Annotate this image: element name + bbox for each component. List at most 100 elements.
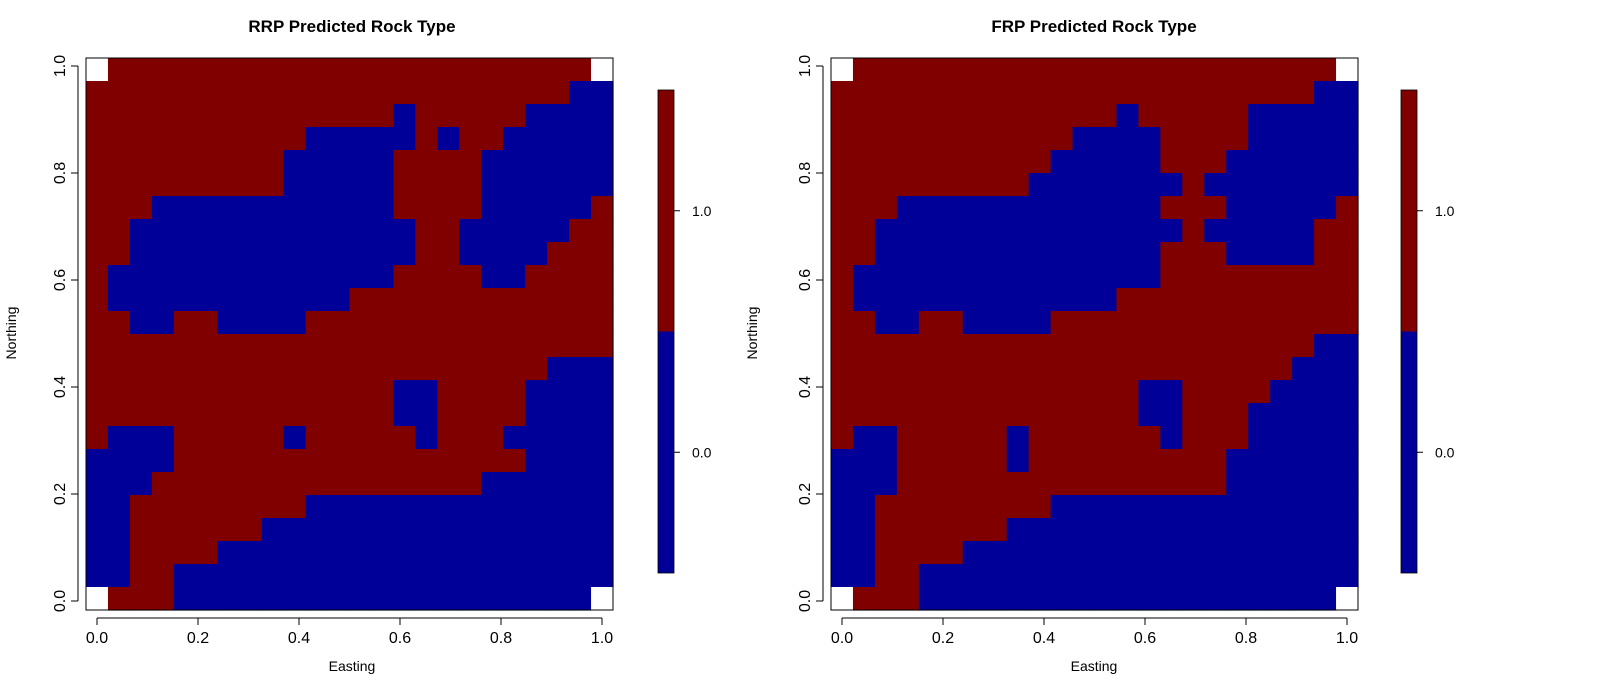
frp-heatmap-cell (1028, 403, 1052, 427)
rrp-heatmap-cell (173, 541, 197, 565)
frp-heatmap-cell (1094, 495, 1118, 519)
rrp-heatmap-cell (305, 196, 329, 220)
frp-heatmap-cell (1292, 541, 1315, 565)
frp-heatmap-cell (1028, 265, 1052, 289)
rrp-heatmap-cell (569, 150, 592, 174)
rrp-heatmap-cell (459, 472, 482, 496)
rrp-heatmap-cell (151, 518, 175, 542)
frp-heatmap-cell (1050, 380, 1074, 404)
frp-heatmap-cell (1292, 357, 1315, 381)
rrp-heatmap-cell (569, 288, 592, 312)
frp-heatmap-cell (1116, 150, 1140, 174)
rrp-heatmap-cell (481, 564, 504, 588)
rrp-heatmap-cell (415, 127, 438, 151)
rrp-heatmap-cell (173, 58, 197, 82)
rrp-heatmap-cell (327, 104, 351, 128)
rrp-heatmap-cell (503, 495, 526, 519)
rrp-heatmap-cell (569, 587, 592, 611)
rrp-heatmap-cell (459, 334, 482, 358)
rrp-heatmap-cell (393, 403, 416, 427)
rrp-heatmap-cell (393, 564, 416, 588)
frp-heatmap-cell (1138, 495, 1161, 519)
rrp-heatmap-cell (151, 426, 175, 450)
rrp-heatmap-cell (283, 58, 307, 82)
frp-heatmap-cell (940, 196, 964, 220)
frp-heatmap-cell (1028, 518, 1052, 542)
frp-heatmap-cell (1116, 380, 1140, 404)
frp-heatmap-cell (1116, 334, 1140, 358)
rrp-heatmap-cell (371, 334, 395, 358)
rrp-heatmap-cell (327, 472, 351, 496)
rrp-heatmap-cell (195, 127, 219, 151)
frp-heatmap-cell (1270, 380, 1293, 404)
frp-heatmap-cell (1248, 311, 1271, 335)
frp-heatmap-cell (940, 564, 964, 588)
frp-heatmap-cell (1138, 426, 1161, 450)
rrp-heatmap-cell (481, 81, 504, 105)
rrp-heatmap-cell (86, 288, 109, 312)
frp-heatmap-cell (1050, 127, 1074, 151)
rrp-heatmap-cell (195, 449, 219, 473)
frp-heatmap-cell (1006, 196, 1030, 220)
frp-heatmap-cell (1094, 564, 1118, 588)
frp-heatmap-cell (1292, 518, 1315, 542)
rrp-heatmap-cell (283, 380, 307, 404)
rrp-heatmap-cell (107, 104, 131, 128)
rrp-heatmap-cell (569, 127, 592, 151)
rrp-heatmap-cell (393, 472, 416, 496)
rrp-heatmap-cell (151, 58, 175, 82)
frp-heatmap-cell (1094, 58, 1118, 82)
frp-heatmap-cell (896, 403, 920, 427)
frp-heatmap-cell (962, 472, 986, 496)
rrp-heatmap-cell (349, 219, 373, 243)
frp-heatmap-cell (984, 449, 1008, 473)
rrp-heatmap-cell (569, 104, 592, 128)
rrp-heatmap-cell (591, 426, 614, 450)
rrp-y-tick-label: 0.6 (52, 269, 69, 291)
rrp-heatmap-cell (283, 472, 307, 496)
rrp-heatmap-cell (393, 449, 416, 473)
frp-heatmap-cell (1072, 495, 1096, 519)
rrp-heatmap-cell (371, 357, 395, 381)
frp-heatmap-cell (1314, 587, 1337, 611)
rrp-heatmap-cell (217, 104, 241, 128)
rrp-heatmap-cell (503, 357, 526, 381)
frp-heatmap-cell (1226, 242, 1249, 266)
frp-heatmap-cell (1116, 518, 1140, 542)
rrp-heatmap-cell (129, 541, 153, 565)
frp-heatmap-cell (874, 518, 898, 542)
frp-heatmap-cell (984, 104, 1008, 128)
frp-heatmap-cell (918, 288, 942, 312)
rrp-heatmap-cell (217, 472, 241, 496)
frp-heatmap-cell (1270, 357, 1293, 381)
frp-heatmap-cell (1006, 311, 1030, 335)
frp-heatmap-cell (896, 219, 920, 243)
rrp-heatmap-cell (503, 426, 526, 450)
frp-heatmap-cell (1116, 311, 1140, 335)
frp-heatmap-cell (940, 265, 964, 289)
rrp-heatmap-cell (239, 173, 263, 197)
rrp-heatmap-cell (195, 242, 219, 266)
rrp-legend-tick-label: 1.0 (692, 203, 712, 219)
frp-heatmap-cell (1248, 564, 1271, 588)
rrp-heatmap-cell (173, 265, 197, 289)
frp-heatmap-cell (984, 58, 1008, 82)
rrp-heatmap-cell (547, 403, 570, 427)
rrp-heatmap-cell (173, 219, 197, 243)
frp-heatmap-cell (1226, 58, 1249, 82)
rrp-heatmap-cell (393, 58, 416, 82)
frp-heatmap-cell (918, 104, 942, 128)
rrp-heatmap-cell (547, 495, 570, 519)
rrp-heatmap-cell (195, 81, 219, 105)
frp-heatmap-cell (1270, 449, 1293, 473)
rrp-heatmap-cell (327, 587, 351, 611)
frp-heatmap-cell (1072, 81, 1096, 105)
frp-heatmap-cell (1204, 311, 1227, 335)
rrp-heatmap-cell (481, 173, 504, 197)
frp-heatmap-cell (962, 495, 986, 519)
frp-heatmap-cell (852, 518, 876, 542)
frp-heatmap-cell (1270, 495, 1293, 519)
frp-heatmap-cell (1094, 242, 1118, 266)
rrp-heatmap-cell (437, 311, 460, 335)
frp-heatmap-cell (1336, 357, 1359, 381)
